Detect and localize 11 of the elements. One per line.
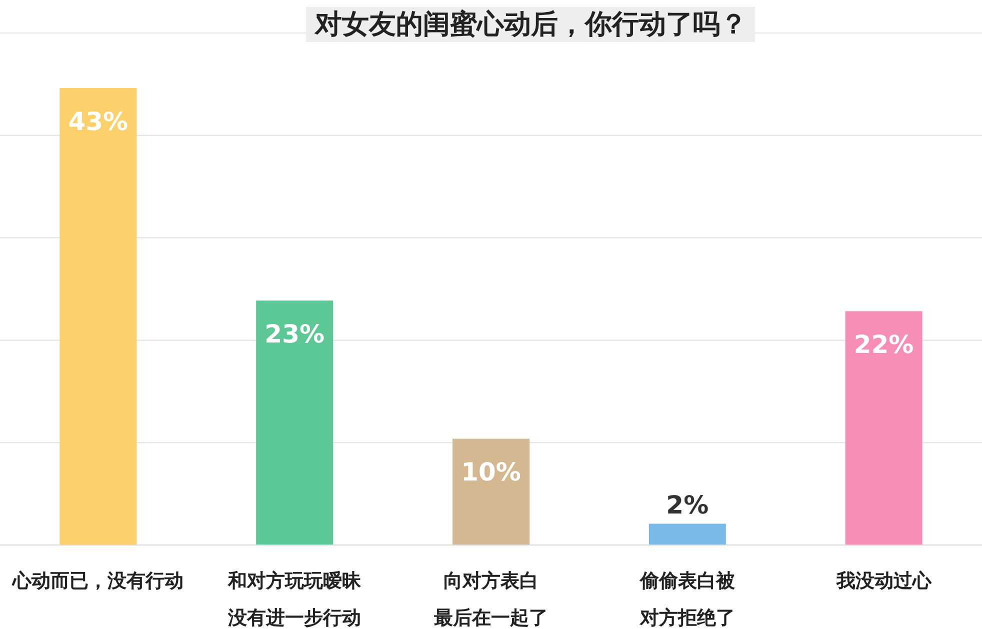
x-tick-label: 我没动过心 (835, 570, 932, 592)
data-label: 22% (854, 330, 914, 360)
x-tick-label: 和对方玩玩暧昧没有进一步行动 (227, 570, 362, 629)
chart-title: 对女友的闺蜜心动后，你行动了吗？ (314, 9, 747, 40)
x-tick-label: 偷偷表白被对方拒绝了 (638, 570, 736, 629)
data-label: 43% (68, 107, 128, 136)
x-tick-label: 心动而已，没有行动 (12, 570, 184, 592)
data-label: 10% (461, 458, 521, 487)
data-label: 2% (666, 490, 709, 520)
x-tick-label: 向对方表白最后在一起了 (433, 570, 548, 629)
data-label: 23% (264, 320, 325, 349)
